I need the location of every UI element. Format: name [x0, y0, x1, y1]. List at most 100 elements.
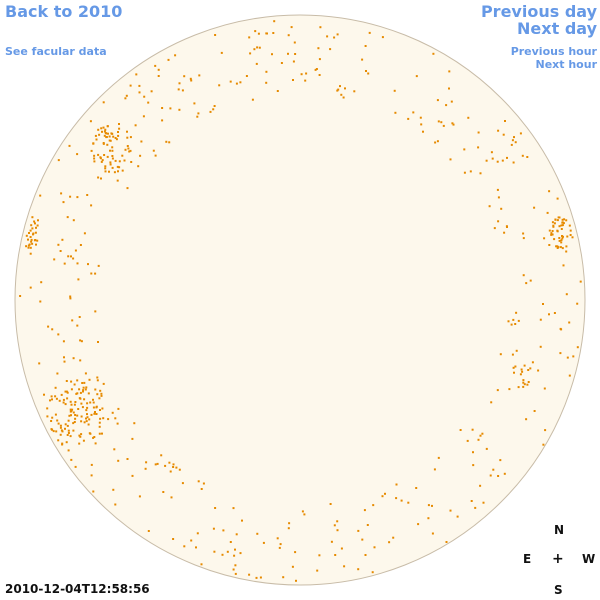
facula-point [361, 538, 364, 541]
facula-point [104, 170, 107, 173]
facula-point [72, 219, 75, 222]
facula-point [560, 239, 563, 242]
next-day-link[interactable]: Next day [517, 19, 597, 38]
facula-point [514, 365, 517, 368]
facula-point [436, 140, 439, 143]
facula-point [521, 370, 524, 373]
facula-point [551, 221, 554, 224]
facula-point [300, 73, 303, 76]
facula-point [504, 120, 506, 122]
facula-point [561, 218, 564, 221]
facula-point [138, 495, 141, 498]
facula-point [124, 148, 127, 151]
next-hour-link[interactable]: Next hour [535, 58, 598, 71]
previous-day-link[interactable]: Previous day [480, 2, 597, 21]
facula-point [280, 62, 283, 64]
facula-point [69, 295, 72, 298]
facula-point [129, 136, 132, 139]
facula-point [496, 160, 499, 163]
back-to-year-link[interactable]: Back to 2010 [5, 2, 123, 21]
facula-point [99, 417, 102, 420]
facula-point [523, 383, 526, 386]
facula-point [168, 461, 171, 464]
facula-point [90, 413, 93, 416]
facula-point [248, 36, 251, 39]
facula-point [111, 157, 114, 160]
facula-point [548, 229, 551, 232]
facula-point [108, 139, 111, 142]
facula-point [168, 141, 171, 144]
facula-point [513, 136, 515, 139]
facula-point [195, 546, 197, 549]
facula-point [559, 246, 562, 249]
facula-point [54, 395, 57, 398]
facula-point [112, 135, 115, 138]
facula-point [31, 242, 34, 245]
facula-point [558, 225, 561, 228]
facula-point [381, 495, 384, 498]
facula-point [329, 503, 332, 505]
facula-point [557, 246, 560, 249]
facula-point [479, 172, 482, 175]
facula-point [519, 373, 522, 376]
facula-point [479, 484, 482, 487]
see-facular-data-link[interactable]: See facular data [5, 45, 107, 58]
facula-point [130, 161, 133, 163]
facula-point [60, 429, 63, 432]
facula-point [62, 398, 65, 401]
facula-point [67, 419, 70, 422]
facula-point [485, 159, 488, 162]
facula-point [89, 432, 92, 435]
facula-point [81, 382, 84, 384]
facula-point [259, 576, 262, 579]
facula-point [72, 357, 75, 360]
facula-point [56, 419, 59, 422]
facula-point [276, 90, 279, 92]
facula-point [562, 264, 565, 267]
facula-point [131, 474, 134, 477]
facula-point [104, 165, 107, 168]
facula-point [87, 392, 90, 395]
facula-point [114, 417, 117, 420]
facula-point [52, 430, 55, 433]
facula-point [174, 54, 177, 57]
facula-point [117, 134, 120, 137]
facula-point [177, 88, 180, 91]
facula-point [74, 249, 77, 252]
facula-point [29, 246, 32, 249]
facula-point [54, 413, 57, 416]
facula-point [576, 346, 579, 349]
facula-point [79, 359, 82, 362]
previous-hour-link[interactable]: Previous hour [510, 45, 597, 58]
facula-point [481, 432, 484, 435]
facula-point [30, 240, 33, 243]
facula-point [30, 238, 33, 241]
facula-point [65, 390, 68, 393]
facula-point [415, 487, 418, 489]
facula-point [431, 504, 433, 507]
facula-point [336, 529, 339, 532]
facula-point [287, 52, 289, 55]
facula-point [522, 385, 525, 388]
facula-point [70, 403, 73, 406]
facula-point [25, 234, 28, 237]
facula-point [562, 222, 565, 225]
facula-point [92, 490, 95, 493]
facula-point [266, 32, 268, 35]
facula-point [100, 394, 103, 397]
facula-point [67, 449, 70, 452]
facula-point [27, 244, 30, 247]
facula-point [500, 207, 503, 210]
facula-point [539, 318, 542, 321]
facula-point [126, 145, 129, 147]
facula-point [135, 73, 138, 76]
facula-point [110, 132, 113, 135]
facula-point [62, 201, 65, 204]
facula-point [85, 417, 87, 420]
facula-point [556, 229, 559, 232]
facula-point [38, 362, 41, 365]
facula-point [70, 414, 72, 417]
facula-point [497, 196, 500, 199]
facula-point [543, 237, 546, 240]
